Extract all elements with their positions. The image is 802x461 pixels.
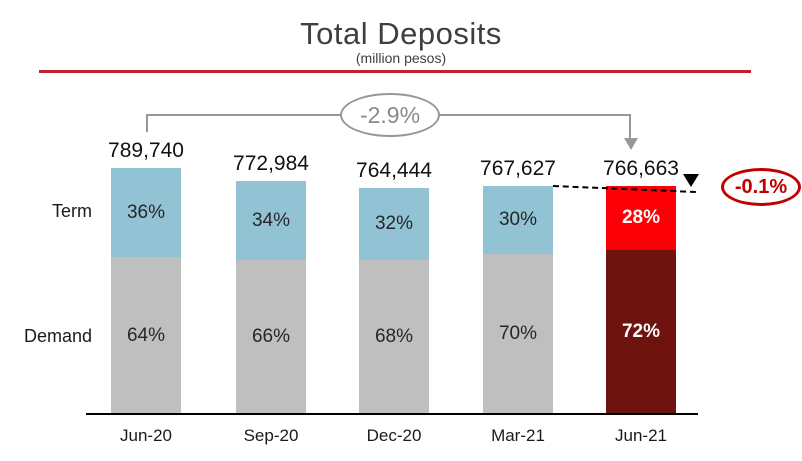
last-quarter-change-label: -0.1% [734, 175, 788, 198]
overall-change-badge: -2.9% [340, 93, 440, 137]
term-segment: 28% [606, 186, 676, 250]
stacked-bar: 772,984 34% 66% Sep-20 [233, 152, 309, 445]
x-axis-line [86, 413, 698, 415]
header-divider-line [39, 70, 751, 73]
stacked-bar: 767,627 30% 70% Mar-21 [480, 157, 556, 445]
decrease-triangle-icon [683, 174, 699, 187]
last-quarter-change-badge: -0.1% [721, 168, 801, 206]
demand-segment: 70% [483, 254, 553, 414]
term-segment: 34% [236, 181, 306, 260]
bar-total-label: 766,663 [603, 157, 679, 180]
x-axis-category-label: Jun-21 [615, 426, 667, 445]
term-segment: 30% [483, 186, 553, 254]
demand-segment: 66% [236, 260, 306, 414]
bar-total-label: 772,984 [233, 152, 309, 175]
demand-segment: 68% [359, 260, 429, 414]
series-label-demand: Demand [23, 326, 92, 346]
bar-total-label: 764,444 [356, 159, 432, 182]
demand-segment: 72% [606, 250, 676, 414]
bracket-arrowhead-icon [624, 138, 638, 150]
series-label-term: Term [52, 201, 92, 221]
stacked-bar: 789,740 36% 64% Jun-20 [108, 139, 184, 445]
term-segment: 36% [111, 168, 181, 257]
term-segment: 32% [359, 188, 429, 260]
bracket-arrow-shaft [629, 114, 631, 139]
chart-title: Total Deposits [300, 16, 502, 51]
x-axis-category-label: Jun-20 [120, 426, 172, 445]
x-axis-category-label: Dec-20 [366, 426, 422, 445]
stacked-bar: 766,663 28% 72% Jun-21 [603, 157, 679, 445]
bracket-left-tick [146, 114, 148, 132]
x-axis-category-label: Sep-20 [243, 426, 299, 445]
bar-total-label: 767,627 [480, 157, 556, 180]
bar-total-label: 789,740 [108, 139, 184, 162]
overall-change-label: -2.9% [359, 101, 421, 128]
demand-segment: 64% [111, 257, 181, 414]
stacked-bar: 764,444 32% 68% Dec-20 [356, 159, 432, 445]
x-axis-category-label: Mar-21 [491, 426, 545, 445]
chart-subtitle: (million pesos) [355, 50, 447, 66]
